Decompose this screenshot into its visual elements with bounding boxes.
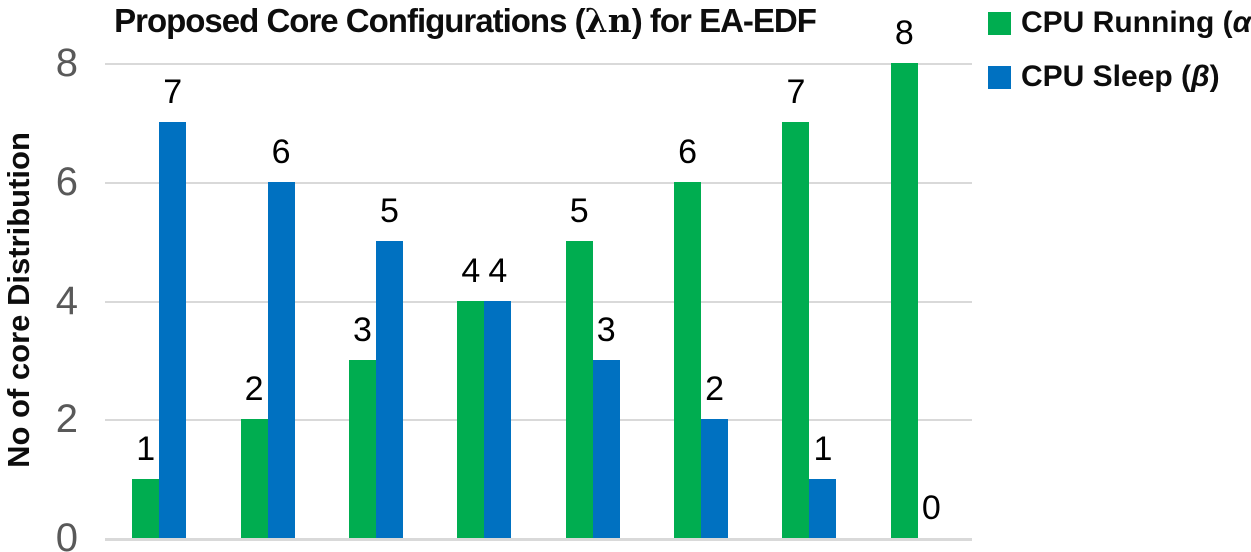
chart-title: Proposed Core Configurations (λn) for EA… [105, 1, 825, 40]
gridline [105, 300, 972, 303]
legend-label-text: ) [1209, 60, 1220, 93]
bar-cpu-running [457, 300, 485, 538]
y-axis-tick-labels: 0 2 4 6 8 [0, 42, 80, 552]
data-label: 4 [488, 251, 508, 290]
bar-cpu-sleep [159, 122, 187, 538]
bar-cpu-running [132, 478, 160, 538]
data-label: 0 [921, 489, 941, 527]
data-label: 5 [569, 192, 589, 231]
bar-cpu-sleep [484, 300, 512, 538]
bar-cpu-sleep [375, 241, 403, 538]
legend-label-cpu-sleep: CPU Sleep (β) [1021, 62, 1220, 92]
data-label: 7 [163, 73, 183, 112]
legend-label-text: CPU Running ( [1021, 6, 1233, 39]
bar-cpu-running [565, 241, 593, 538]
y-tick-label: 8 [55, 41, 78, 85]
legend-label-cpu-running: CPU Running (α) [1021, 8, 1251, 38]
data-label: 1 [136, 429, 156, 468]
data-label: 3 [352, 310, 372, 349]
gridline [105, 419, 972, 422]
data-label: 3 [596, 310, 616, 349]
y-tick-label: 2 [55, 397, 78, 442]
data-label: 6 [678, 132, 698, 171]
bar-cpu-running [240, 419, 268, 538]
y-tick-label: 6 [55, 159, 78, 204]
bar-cpu-sleep [809, 478, 837, 538]
bar-cpu-running [348, 359, 376, 538]
data-label: 4 [461, 251, 481, 290]
bar-cpu-sleep [592, 359, 620, 538]
legend-beta-symbol: β [1191, 60, 1210, 93]
data-label: 1 [813, 429, 833, 468]
bar-cpu-running [890, 63, 918, 538]
bar-cpu-running [674, 181, 702, 538]
gridline [105, 181, 972, 184]
chart-title-prefix: Proposed Core Configurations ( [114, 2, 586, 39]
bar-cpu-sleep [701, 419, 729, 538]
legend-item-cpu-sleep: CPU Sleep (β) [988, 62, 1251, 92]
chart-title-suffix: ) for EA-EDF [631, 2, 817, 39]
bar-cpu-running [782, 122, 810, 538]
legend-label-text: CPU Sleep ( [1021, 60, 1192, 93]
y-tick-label: 0 [55, 516, 78, 552]
y-tick-label: 4 [55, 278, 78, 323]
bar-cpu-sleep [267, 181, 295, 538]
chart-title-math-symbol: λn [584, 1, 632, 40]
gridline [105, 63, 972, 65]
data-label: 8 [894, 14, 914, 52]
legend-swatch-cpu-sleep [988, 65, 1011, 89]
data-label: 6 [271, 132, 291, 171]
data-label: 2 [705, 370, 725, 409]
data-label: 2 [244, 370, 264, 409]
legend-item-cpu-running: CPU Running (α) [988, 8, 1251, 38]
legend-swatch-cpu-running [988, 11, 1011, 35]
legend-alpha-symbol: α [1232, 6, 1251, 39]
data-label: 5 [379, 192, 399, 231]
legend: CPU Running (α) CPU Sleep (β) [988, 8, 1251, 116]
data-label: 7 [786, 73, 806, 112]
